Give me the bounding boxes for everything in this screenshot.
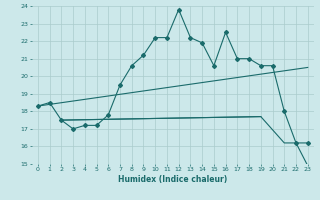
X-axis label: Humidex (Indice chaleur): Humidex (Indice chaleur) xyxy=(118,175,228,184)
